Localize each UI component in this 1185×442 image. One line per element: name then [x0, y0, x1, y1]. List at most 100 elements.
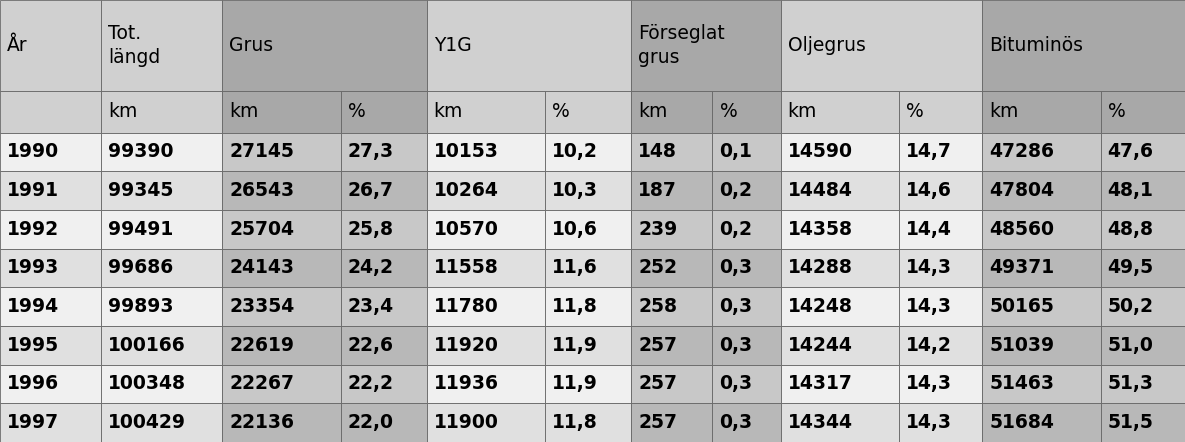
Bar	[427, 91, 545, 133]
Text: 48,1: 48,1	[1108, 181, 1153, 200]
Text: %: %	[1108, 102, 1126, 121]
Bar	[982, 326, 1101, 365]
Bar	[712, 365, 781, 403]
Text: 22,0: 22,0	[348, 413, 393, 432]
Text: 23354: 23354	[230, 297, 295, 316]
Text: 258: 258	[638, 297, 677, 316]
Text: 1990: 1990	[7, 142, 59, 161]
Text: 51039: 51039	[989, 336, 1055, 355]
Text: km: km	[638, 102, 667, 121]
Bar	[223, 248, 341, 287]
Bar	[545, 171, 630, 210]
Bar	[427, 248, 545, 287]
Text: Y1G: Y1G	[434, 36, 472, 55]
Text: %: %	[907, 102, 924, 121]
Text: 47804: 47804	[989, 181, 1055, 200]
Bar	[982, 248, 1101, 287]
Bar	[0, 0, 101, 91]
Bar	[982, 210, 1101, 248]
Text: 100429: 100429	[108, 413, 186, 432]
Text: 257: 257	[638, 374, 677, 393]
Text: km: km	[108, 102, 137, 121]
Bar	[630, 91, 712, 133]
Text: 239: 239	[638, 220, 678, 239]
Bar	[427, 0, 630, 91]
Bar	[0, 171, 101, 210]
Bar	[712, 210, 781, 248]
Bar	[341, 403, 427, 442]
Bar	[545, 403, 630, 442]
Text: 14358: 14358	[788, 220, 853, 239]
Bar	[0, 326, 101, 365]
Text: 11780: 11780	[434, 297, 499, 316]
Text: 11920: 11920	[434, 336, 499, 355]
Bar	[427, 287, 545, 326]
Text: Bituminös: Bituminös	[989, 36, 1083, 55]
Text: År: År	[7, 36, 27, 55]
Text: 49371: 49371	[989, 259, 1055, 278]
Bar	[899, 365, 982, 403]
Bar	[899, 210, 982, 248]
Text: 99390: 99390	[108, 142, 173, 161]
Text: km: km	[230, 102, 258, 121]
Text: 23,4: 23,4	[348, 297, 393, 316]
Bar	[223, 287, 341, 326]
Text: 1993: 1993	[7, 259, 59, 278]
Text: 14248: 14248	[788, 297, 852, 316]
Bar	[781, 0, 982, 91]
Text: %: %	[719, 102, 737, 121]
Text: 14,3: 14,3	[907, 413, 953, 432]
Bar	[712, 403, 781, 442]
Text: 257: 257	[638, 336, 677, 355]
Text: 99686: 99686	[108, 259, 173, 278]
Bar	[1101, 133, 1185, 171]
Text: Tot.
längd: Tot. längd	[108, 24, 160, 67]
Bar	[712, 91, 781, 133]
Bar	[101, 365, 223, 403]
Text: 100348: 100348	[108, 374, 186, 393]
Text: 50,2: 50,2	[1108, 297, 1154, 316]
Text: 1994: 1994	[7, 297, 59, 316]
Bar	[0, 91, 101, 133]
Bar	[781, 210, 899, 248]
Text: 50165: 50165	[989, 297, 1053, 316]
Bar	[101, 248, 223, 287]
Bar	[0, 210, 101, 248]
Text: 14344: 14344	[788, 413, 853, 432]
Bar	[982, 171, 1101, 210]
Bar	[223, 171, 341, 210]
Text: 0,1: 0,1	[719, 142, 752, 161]
Bar	[781, 91, 899, 133]
Text: 257: 257	[638, 413, 677, 432]
Bar	[982, 403, 1101, 442]
Text: 10570: 10570	[434, 220, 499, 239]
Bar	[712, 326, 781, 365]
Bar	[1101, 210, 1185, 248]
Bar	[545, 210, 630, 248]
Text: 11558: 11558	[434, 259, 499, 278]
Bar	[630, 0, 781, 91]
Text: %: %	[348, 102, 365, 121]
Text: 22267: 22267	[230, 374, 294, 393]
Text: %: %	[552, 102, 570, 121]
Bar	[1101, 326, 1185, 365]
Bar	[101, 326, 223, 365]
Bar	[427, 326, 545, 365]
Bar	[0, 403, 101, 442]
Bar	[982, 0, 1185, 91]
Bar	[0, 287, 101, 326]
Bar	[982, 365, 1101, 403]
Bar	[223, 0, 427, 91]
Text: 51,0: 51,0	[1108, 336, 1153, 355]
Text: Oljegrus: Oljegrus	[788, 36, 865, 55]
Bar	[427, 210, 545, 248]
Bar	[341, 365, 427, 403]
Text: km: km	[788, 102, 818, 121]
Text: 47286: 47286	[989, 142, 1055, 161]
Bar	[630, 210, 712, 248]
Text: 99893: 99893	[108, 297, 173, 316]
Bar	[427, 133, 545, 171]
Bar	[223, 403, 341, 442]
Bar	[1101, 171, 1185, 210]
Bar	[101, 210, 223, 248]
